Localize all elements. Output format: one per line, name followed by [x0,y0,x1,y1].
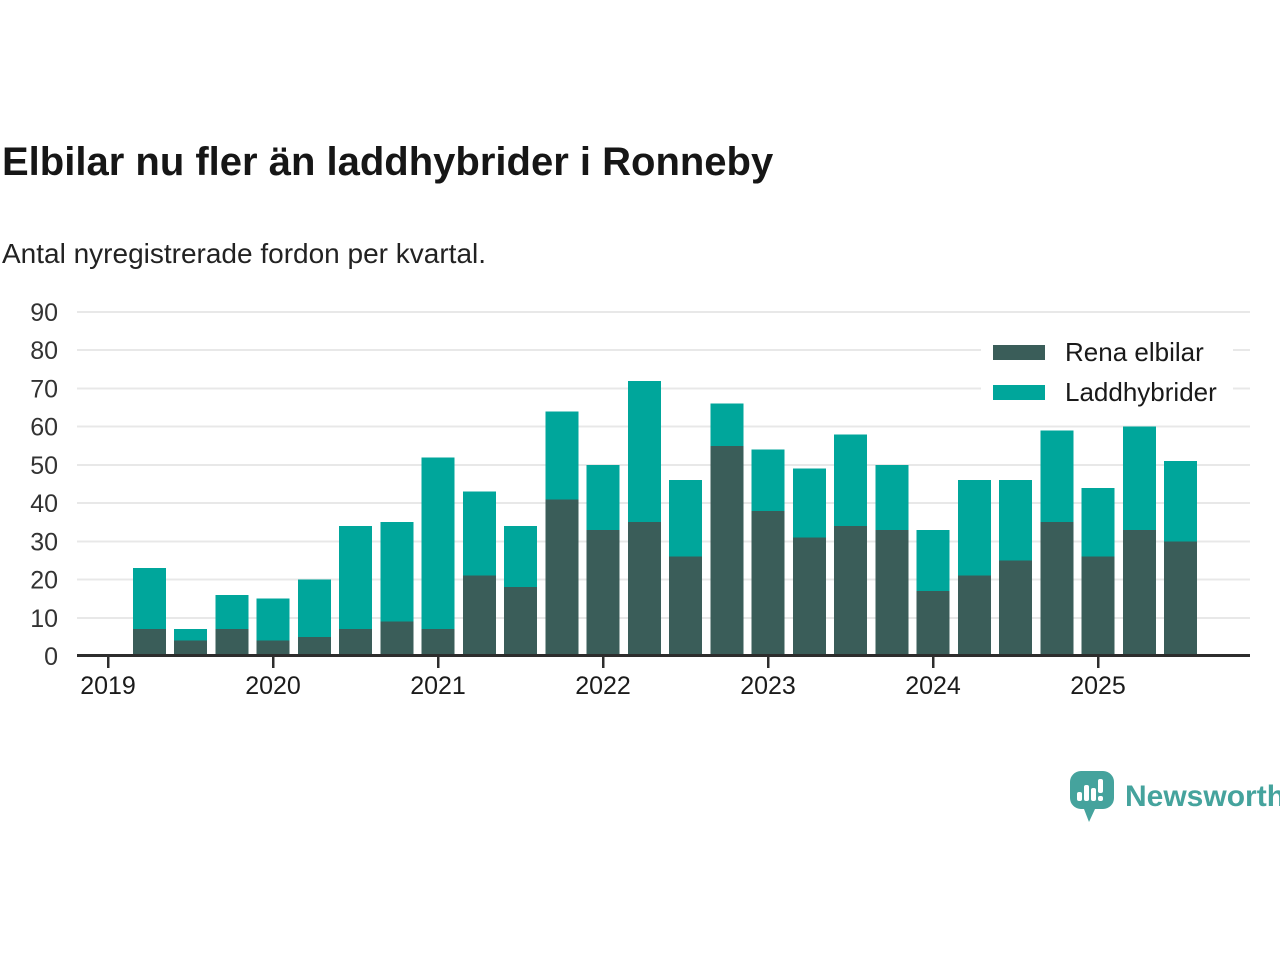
bar-rena-elbilar-2023-Q4 [875,529,909,656]
legend-item-rena-elbilar: Rena elbilar [993,337,1217,368]
x-tick-label-2020: 2020 [245,672,301,700]
bar-laddhybrider-2024-Q3 [999,480,1032,561]
bar-laddhybrider-2020-Q4 [380,522,414,622]
bar-rena-elbilar-2019-Q2 [132,629,166,656]
chart-title: Elbilar nu fler än laddhybrider i Ronneb… [2,140,774,184]
x-tick-label-2019: 2019 [80,672,136,700]
bar-rena-elbilar-2024-Q4 [1040,522,1074,656]
bar-laddhybrider-2019-Q4 [215,594,249,630]
bar-rena-elbilar-2021-Q4 [545,499,579,656]
bar-laddhybrider-2022-Q3 [669,480,702,557]
x-tick-label-2023: 2023 [740,672,796,700]
bar-laddhybrider-2021-Q2 [462,491,496,576]
bar-rena-elbilar-2024-Q1 [916,591,950,656]
bar-laddhybrider-2025-Q1 [1081,487,1115,557]
bar-rena-elbilar-2024-Q2 [957,575,991,656]
chart-subtitle: Antal nyregistrerade fordon per kvartal. [2,238,487,269]
bar-laddhybrider-2019-Q2 [132,568,166,630]
bar-laddhybrider-2019-Q3 [174,629,207,641]
bar-laddhybrider-2022-Q1 [586,464,620,530]
bar-rena-elbilar-2019-Q3 [174,640,207,656]
bar-rena-elbilar-2020-Q3 [339,629,372,656]
y-tick-label-90: 90 [30,299,58,327]
bar-rena-elbilar-2020-Q4 [380,621,414,656]
bar-rena-elbilar-2024-Q3 [999,560,1032,656]
bar-laddhybrider-2020-Q3 [339,526,372,630]
legend-swatch-rena-elbilar [993,345,1045,360]
bar-laddhybrider-2021-Q4 [545,411,579,500]
bar-rena-elbilar-2023-Q1 [751,510,785,656]
bar-rena-elbilar-2020-Q1 [256,640,290,656]
bar-rena-elbilar-2022-Q3 [669,556,702,656]
y-tick-label-0: 0 [44,643,58,671]
bar-laddhybrider-2024-Q2 [957,480,991,576]
stacked-bar-chart: 0 10 20 30 40 50 60 70 80 90 2019 2020 2021 2022 2023 2… [30,299,1250,700]
y-tick-label-40: 40 [30,490,58,518]
bar-laddhybrider-2022-Q2 [627,380,661,523]
bar-chart-speech-bubble-icon [1070,771,1114,822]
legend-label: Laddhybrider [1065,377,1217,407]
y-tick-label-50: 50 [30,452,58,480]
bar-laddhybrider-2025-Q2 [1122,426,1156,530]
newsworthy-wordmark: Newsworthy [1125,780,1280,813]
bar-rena-elbilar-2021-Q3 [504,587,537,656]
bar-rena-elbilar-2025-Q3 [1164,541,1197,656]
bar-laddhybrider-2024-Q1 [916,529,950,592]
bar-rena-elbilar-2022-Q2 [627,522,661,656]
bar-laddhybrider-2024-Q4 [1040,430,1074,523]
legend-item-laddhybrider: Laddhybrider [993,377,1217,408]
newsworthy-branding: Newsworthy [1068,770,1280,824]
y-tick-label-70: 70 [30,375,58,403]
bar-laddhybrider-2023-Q4 [875,464,909,530]
bar-rena-elbilar-2019-Q4 [215,629,249,656]
bar-rena-elbilar-2020-Q2 [297,636,331,656]
bar-rena-elbilar-2023-Q2 [792,537,826,656]
x-tick-label-2024: 2024 [905,672,961,700]
bar-laddhybrider-2025-Q3 [1164,461,1197,542]
x-tick-label-2021: 2021 [410,672,466,700]
bar-rena-elbilar-2022-Q4 [710,445,744,656]
chart-legend: Rena elbilar Laddhybrider [981,332,1233,413]
bar-laddhybrider-2023-Q2 [792,468,826,538]
bar-laddhybrider-2020-Q2 [297,579,331,637]
y-tick-label-30: 30 [30,528,58,556]
bar-rena-elbilar-2025-Q2 [1122,529,1156,656]
bar-laddhybrider-2021-Q3 [504,526,537,588]
bar-rena-elbilar-2023-Q3 [834,526,867,656]
bar-laddhybrider-2020-Q1 [256,598,290,641]
y-tick-label-80: 80 [30,337,58,365]
bar-laddhybrider-2021-Q1 [421,457,455,630]
bar-rena-elbilar-2021-Q2 [462,575,496,656]
bar-laddhybrider-2022-Q4 [710,403,744,446]
bar-laddhybrider-2023-Q1 [751,449,785,511]
legend-swatch-laddhybrider [993,385,1045,400]
y-tick-label-10: 10 [30,605,58,633]
y-tick-label-20: 20 [30,567,58,595]
bar-rena-elbilar-2022-Q1 [586,529,620,656]
x-tick-label-2022: 2022 [575,672,631,700]
x-tick-label-2025: 2025 [1070,672,1126,700]
legend-label: Rena elbilar [1065,337,1204,367]
bar-rena-elbilar-2025-Q1 [1081,556,1115,656]
bar-rena-elbilar-2021-Q1 [421,629,455,656]
bar-laddhybrider-2023-Q3 [834,434,867,527]
y-tick-label-60: 60 [30,414,58,442]
